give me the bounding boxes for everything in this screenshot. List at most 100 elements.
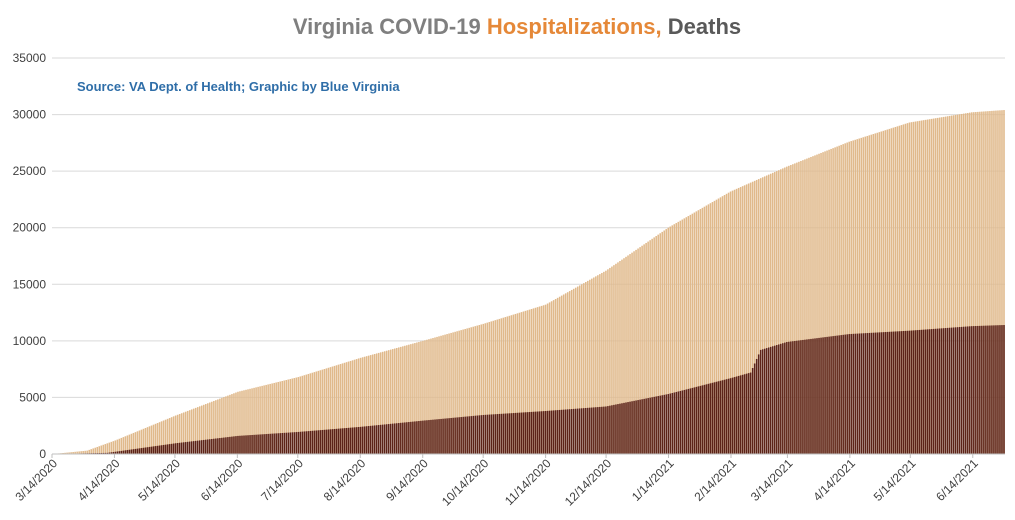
deaths-bar: [685, 389, 688, 454]
deaths-bar: [558, 409, 561, 454]
deaths-bar: [769, 346, 772, 454]
deaths-bar: [349, 427, 352, 454]
x-tick-label: 1/14/2021: [629, 456, 677, 504]
hospitalizations-bar: [400, 346, 402, 454]
deaths-bar: [625, 402, 627, 454]
hospitalizations-bar: [522, 311, 525, 454]
y-tick-label: 5000: [19, 390, 46, 404]
hospitalizations-bar: [890, 128, 893, 454]
deaths-bar: [977, 325, 979, 454]
deaths-bar: [751, 368, 754, 454]
hospitalizations-bar: [617, 262, 619, 454]
deaths-bar: [379, 424, 382, 454]
hospitalizations-bar: [287, 379, 290, 454]
deaths-bar: [448, 418, 450, 454]
deaths-bar: [942, 328, 945, 454]
deaths-bar: [269, 433, 271, 454]
deaths-bar: [207, 439, 209, 454]
deaths-bar: [802, 339, 804, 454]
hospitalizations-bar: [375, 353, 378, 454]
hospitalizations-bar: [607, 269, 609, 454]
hospitalizations-bar: [866, 135, 869, 454]
hospitalizations-bar: [645, 242, 647, 454]
deaths-bar: [233, 436, 235, 454]
hospitalizations-bar: [285, 380, 288, 454]
hospitalizations-bar: [102, 444, 105, 454]
hospitalizations-bar: [104, 444, 107, 454]
hospitalizations-bar: [798, 161, 800, 455]
deaths-bar: [140, 448, 143, 454]
hospitalizations-bar: [552, 300, 555, 454]
deaths-bar: [227, 437, 229, 454]
hospitalizations-bar: [327, 367, 330, 454]
hospitalizations-bar: [989, 111, 991, 454]
hospitalizations-bar: [659, 233, 661, 454]
hospitalizations-bar: [944, 116, 947, 454]
deaths-bar: [581, 408, 583, 454]
deaths-bar: [810, 338, 812, 454]
hospitalizations-bar: [108, 442, 111, 454]
hospitalizations-bar: [198, 406, 201, 454]
hospitalizations-bar: [317, 370, 320, 454]
hospitalizations-bar: [315, 371, 318, 454]
deaths-bar: [313, 430, 316, 454]
hospitalizations-bar: [516, 313, 519, 454]
deaths-bar: [422, 420, 424, 454]
hospitalizations-bar: [971, 112, 973, 454]
deaths-bar: [568, 409, 571, 454]
hospitalizations-bar: [126, 435, 129, 454]
deaths-bar: [442, 418, 444, 454]
hospitalizations-bar: [412, 343, 414, 454]
deaths-bar: [631, 401, 633, 454]
deaths-bar: [926, 329, 929, 454]
deaths-bar: [784, 342, 786, 454]
hospitalizations-bar: [442, 335, 444, 454]
deaths-bar: [617, 404, 619, 454]
hospitalizations-bar: [211, 401, 213, 454]
deaths-bar: [458, 417, 460, 454]
deaths-bar: [132, 449, 135, 454]
x-axis-tick-labels: 3/14/2020 4/14/2020 5/14/2020 6/14/2020 7/14…: [12, 456, 981, 509]
hospitalizations-bar: [438, 336, 440, 454]
deaths-bar: [908, 330, 911, 454]
hospitalizations-bar: [739, 187, 742, 454]
hospitalizations-bar: [647, 241, 649, 454]
deaths-bar: [424, 420, 426, 454]
deaths-bar: [936, 328, 939, 454]
hospitalizations-bar: [166, 418, 169, 454]
deaths-bar: [671, 393, 674, 454]
hospitalizations-bar: [76, 451, 78, 454]
hospitalizations-bar: [794, 163, 796, 454]
hospitalizations-bar: [651, 238, 653, 454]
deaths-bar: [826, 336, 828, 454]
hospitalizations-bar: [977, 111, 979, 454]
deaths-bar: [975, 326, 977, 454]
deaths-bar: [412, 421, 414, 454]
hospitalizations-bar: [711, 202, 714, 454]
hospitalizations-bar: [291, 378, 294, 454]
deaths-bar: [126, 450, 129, 454]
hospitalizations-bar: [205, 404, 207, 454]
deaths-bar: [554, 410, 557, 454]
deaths-bar: [719, 380, 722, 454]
hospitalizations-bar: [430, 338, 432, 454]
hospitalizations-bar: [574, 287, 577, 454]
hospitalizations-bar: [822, 152, 824, 454]
hospitalizations-bar: [404, 345, 406, 454]
deaths-bar: [856, 333, 859, 454]
hospitalizations-bar: [88, 449, 90, 454]
hospitalizations-bar: [124, 436, 127, 454]
deaths-bar: [158, 445, 161, 454]
hospitalizations-bar: [882, 130, 885, 454]
hospitalizations-bar: [826, 150, 828, 454]
deaths-bar: [753, 363, 756, 454]
deaths-bar: [904, 330, 907, 454]
deaths-bar: [593, 407, 595, 454]
hospitalizations-bar: [908, 122, 911, 455]
deaths-bar: [709, 383, 712, 454]
deaths-bar: [774, 345, 776, 454]
hospitalizations-bar: [383, 351, 386, 454]
deaths-bar: [267, 433, 269, 454]
deaths-bar: [478, 415, 481, 454]
